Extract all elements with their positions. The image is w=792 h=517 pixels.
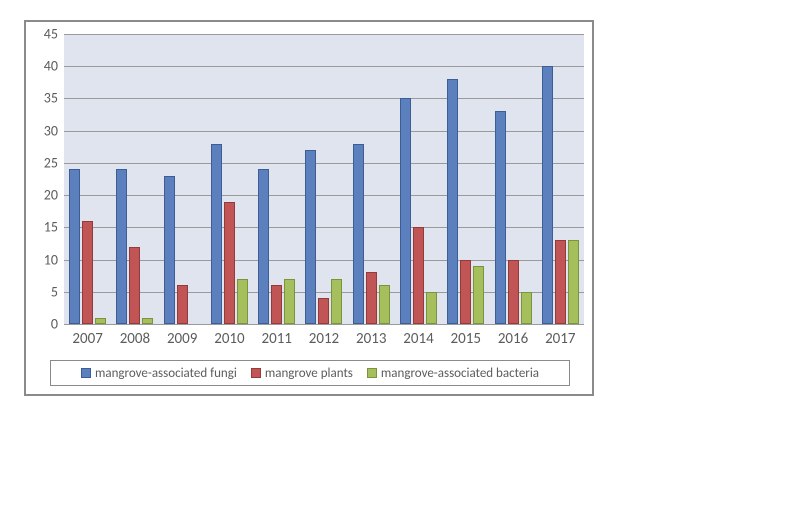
- bar: [400, 98, 411, 324]
- bar: [521, 292, 532, 324]
- bar: [495, 111, 506, 324]
- bar: [258, 169, 269, 324]
- category-group: [442, 34, 489, 324]
- bar: [473, 266, 484, 324]
- x-tick-label: 2008: [111, 330, 158, 348]
- y-tick-label: 30: [26, 122, 58, 139]
- y-tick-label: 10: [26, 251, 58, 268]
- x-tick-label: 2013: [348, 330, 395, 348]
- bar: [508, 260, 519, 324]
- legend-item: mangrove-associated fungi: [81, 366, 237, 381]
- chart-frame: 051015202530354045 200720082009201020112…: [24, 20, 594, 396]
- category-group: [300, 34, 347, 324]
- category-group: [206, 34, 253, 324]
- bar: [413, 227, 424, 324]
- x-tick-label: 2009: [159, 330, 206, 348]
- category-group: [348, 34, 395, 324]
- bar: [555, 240, 566, 324]
- y-tick-label: 25: [26, 154, 58, 171]
- bar: [447, 79, 458, 324]
- x-tick-label: 2012: [300, 330, 347, 348]
- x-tick-label: 2014: [395, 330, 442, 348]
- bar: [426, 292, 437, 324]
- bar: [460, 260, 471, 324]
- bar: [177, 285, 188, 324]
- bar: [542, 66, 553, 324]
- bar: [224, 202, 235, 324]
- bar: [116, 169, 127, 324]
- bar: [318, 298, 329, 324]
- gridline: [64, 324, 584, 325]
- x-tick-label: 2015: [442, 330, 489, 348]
- y-tick-label: 0: [26, 316, 58, 333]
- category-group: [159, 34, 206, 324]
- legend-label: mangrove-associated fungi: [95, 366, 237, 381]
- legend-item: mangrove plants: [251, 366, 353, 381]
- category-group: [395, 34, 442, 324]
- legend-swatch: [367, 368, 377, 378]
- bars-layer: [64, 34, 584, 324]
- y-tick-label: 15: [26, 219, 58, 236]
- bar: [271, 285, 282, 324]
- x-axis: 2007200820092010201120122013201420152016…: [64, 330, 584, 348]
- legend: mangrove-associated fungi mangrove plants…: [50, 360, 570, 386]
- bar: [164, 176, 175, 324]
- x-tick-label: 2010: [206, 330, 253, 348]
- bar: [331, 279, 342, 324]
- bar: [82, 221, 93, 324]
- bar: [568, 240, 579, 324]
- legend-item: mangrove-associated bacteria: [367, 366, 539, 381]
- bar: [69, 169, 80, 324]
- bar: [211, 144, 222, 324]
- bar: [353, 144, 364, 324]
- bar: [95, 318, 106, 324]
- bar: [305, 150, 316, 324]
- y-tick-label: 40: [26, 58, 58, 75]
- plot-area: [64, 34, 584, 324]
- bar: [284, 279, 295, 324]
- x-tick-label: 2007: [64, 330, 111, 348]
- y-tick-label: 5: [26, 283, 58, 300]
- category-group: [253, 34, 300, 324]
- legend-swatch: [81, 368, 91, 378]
- x-tick-label: 2016: [489, 330, 536, 348]
- legend-label: mangrove plants: [265, 366, 353, 381]
- bar: [237, 279, 248, 324]
- legend-label: mangrove-associated bacteria: [381, 366, 539, 381]
- bar: [142, 318, 153, 324]
- bar: [366, 272, 377, 324]
- category-group: [489, 34, 536, 324]
- bar: [379, 285, 390, 324]
- legend-swatch: [251, 368, 261, 378]
- bar: [129, 247, 140, 324]
- y-tick-label: 35: [26, 90, 58, 107]
- x-tick-label: 2017: [537, 330, 584, 348]
- category-group: [537, 34, 584, 324]
- category-group: [64, 34, 111, 324]
- category-group: [111, 34, 158, 324]
- y-tick-label: 45: [26, 26, 58, 43]
- y-tick-label: 20: [26, 187, 58, 204]
- x-tick-label: 2011: [253, 330, 300, 348]
